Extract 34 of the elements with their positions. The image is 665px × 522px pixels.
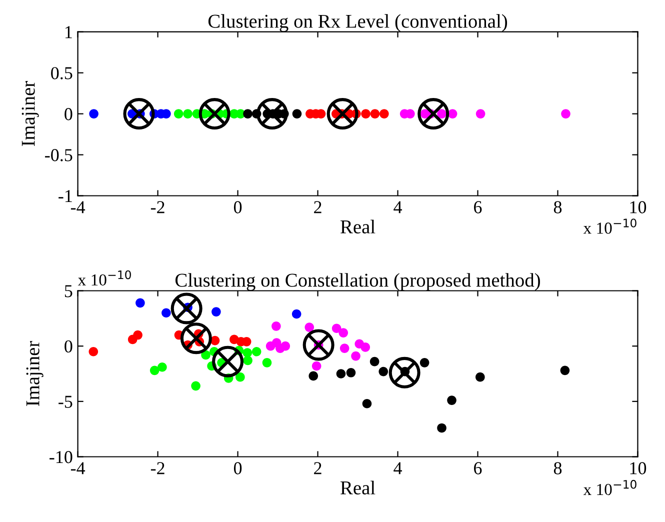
x-tick-label: 10 xyxy=(630,201,646,214)
x-tick-label: 6 xyxy=(474,462,482,474)
x-tick-label: 2 xyxy=(314,462,322,474)
y-tick-label: -0.5 xyxy=(45,149,72,162)
y-tick-label: -10 xyxy=(50,451,72,464)
y-axis-title: Imajiner xyxy=(26,340,44,406)
x-tick-label: -2 xyxy=(150,462,164,474)
text: x 10$^{−10}$ xyxy=(78,270,131,286)
y-tick-label: 0.5 xyxy=(51,67,72,80)
y-tick-label: -1 xyxy=(58,190,72,202)
x-tick-label: -4 xyxy=(70,462,86,474)
chart-title: Clustering on Constellation (proposed method) xyxy=(175,273,540,291)
x-tick-label: 4 xyxy=(394,462,402,474)
text: x 10$^{−10}$ xyxy=(583,218,636,234)
x-tick-label: 4 xyxy=(394,201,402,214)
x-axis-title: Real xyxy=(340,220,376,234)
y-tick-label: -5 xyxy=(58,396,72,408)
y-axis-title: Imajiner xyxy=(22,81,39,146)
text: x 10$^{−10}$ xyxy=(583,480,636,496)
y-tick-label: 0 xyxy=(64,340,72,353)
x-tick-label: -2 xyxy=(150,201,164,214)
x-tick-label: 10 xyxy=(630,462,646,474)
x-tick-label: 0 xyxy=(234,201,242,214)
x-tick-label: 8 xyxy=(554,201,562,214)
x-tick-label: 6 xyxy=(474,201,482,214)
y-tick-label: 1 xyxy=(66,26,72,38)
x-tick-label: 2 xyxy=(314,201,322,214)
x-tick-label: 0 xyxy=(234,462,242,474)
chart-title: Clustering on Rx Level (conventional) xyxy=(208,14,508,32)
x-tick-label: 8 xyxy=(554,462,562,474)
y-tick-label: 0 xyxy=(64,108,72,120)
y-tick-label: 5 xyxy=(64,285,72,298)
x-axis-title: Real xyxy=(340,480,376,494)
x-tick-label: -4 xyxy=(70,201,86,214)
